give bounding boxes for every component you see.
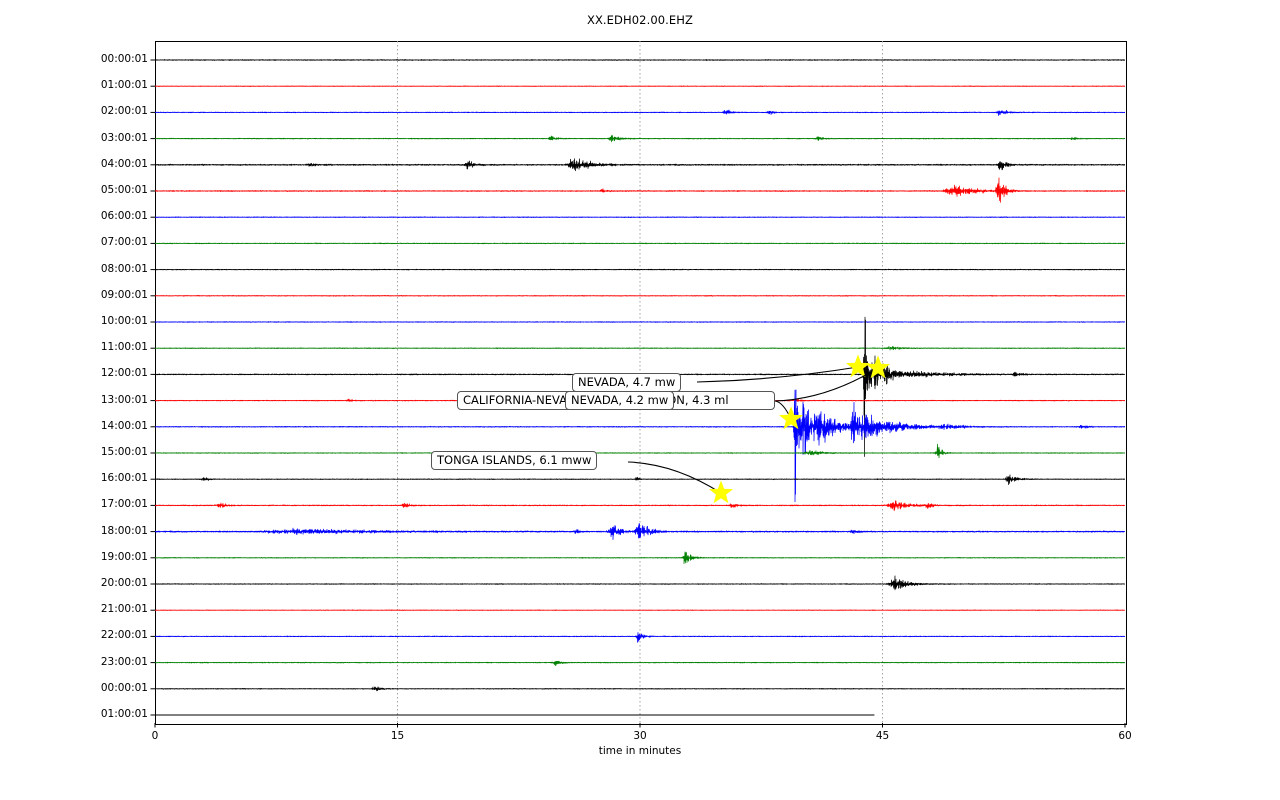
event-annotation-label: NEVADA, 4.2 mw — [565, 391, 675, 410]
event-annotation-label: NEVADA, 4.7 mw — [572, 373, 682, 392]
x-axis-title: time in minutes — [598, 745, 682, 757]
x-axis-tick-label: 60 — [1118, 730, 1132, 742]
y-axis-tick-label: 16:00:01 — [100, 472, 148, 485]
y-axis-tick-label: 22:00:01 — [100, 629, 148, 642]
y-axis-tick-label: 14:00:01 — [100, 419, 148, 432]
y-axis-tick-label: 02:00:01 — [100, 105, 148, 118]
y-axis-tick-label: 23:00:01 — [100, 655, 148, 668]
y-axis-tick-label: 06:00:01 — [100, 210, 148, 223]
y-axis-tick-label: 15:00:01 — [100, 446, 148, 458]
y-axis-tick-label: 01:00:01 — [100, 708, 148, 720]
y-axis-tick-label: 04:00:01 — [100, 157, 148, 170]
y-axis-tick-label: 13:00:01 — [100, 393, 148, 406]
y-axis-tick-label: 08:00:01 — [100, 262, 148, 275]
y-axis-tick-label: 00:00:01 — [100, 681, 148, 694]
y-axis-tick-label: 07:00:01 — [100, 236, 148, 249]
x-axis-tick-label: 45 — [875, 730, 890, 742]
y-axis-tick-label: 11:00:01 — [100, 341, 148, 354]
event-annotation-label: TONGA ISLANDS, 6.1 mww — [431, 451, 598, 470]
y-axis-tick-label: 05:00:01 — [100, 184, 148, 196]
y-axis-tick-label: 19:00:01 — [100, 550, 148, 563]
y-axis-tick-label: 09:00:01 — [100, 288, 148, 301]
y-axis-tick-label: 00:00:01 — [100, 53, 148, 65]
y-axis-tick-label: 17:00:01 — [100, 498, 148, 511]
page-title: XX.EDH02.00.EHZ — [586, 13, 694, 27]
x-axis-tick-label: 0 — [151, 730, 159, 742]
y-axis-tick-label: 12:00:01 — [100, 367, 148, 380]
y-axis-tick-label: 20:00:01 — [100, 577, 148, 589]
x-axis-tick-label: 15 — [390, 730, 405, 742]
x-axis-tick-label: 30 — [633, 730, 647, 742]
y-axis-tick-label: 18:00:01 — [100, 524, 148, 537]
y-axis-tick-label: 10:00:01 — [100, 315, 148, 327]
y-axis-tick-label: 21:00:01 — [100, 603, 148, 616]
y-axis-tick-label: 01:00:01 — [100, 79, 148, 92]
y-axis-tick-label: 03:00:01 — [100, 131, 148, 144]
